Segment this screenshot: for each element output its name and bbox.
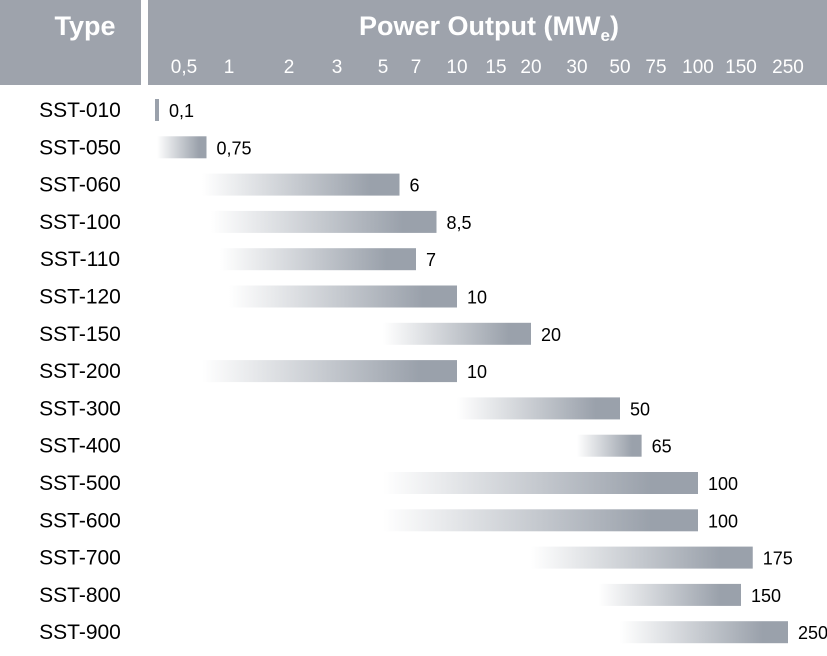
bar xyxy=(383,322,531,345)
type-label: SST-010 xyxy=(39,99,121,122)
x-axis-ticks: 0,5 1 2 3 5 7 10 15 20 30 50 75 100 150 250 xyxy=(171,57,804,78)
value-label: 0,75 xyxy=(217,138,252,158)
bar xyxy=(598,583,741,606)
bar xyxy=(155,99,159,121)
value-label: 7 xyxy=(426,250,436,270)
type-header: Type xyxy=(54,11,115,41)
value-label: 100 xyxy=(708,511,738,531)
value-label: 0,1 xyxy=(169,101,194,121)
value-label: 6 xyxy=(410,176,420,196)
value-label: 175 xyxy=(763,549,793,569)
type-label: SST-500 xyxy=(39,472,121,495)
value-label: 10 xyxy=(467,362,487,382)
x-tick-label: 50 xyxy=(609,57,630,78)
bar xyxy=(202,360,457,383)
bar xyxy=(211,210,437,233)
type-label: SST-110 xyxy=(40,248,120,271)
value-label: 100 xyxy=(708,474,738,494)
value-label: 50 xyxy=(630,399,650,419)
type-label: SST-800 xyxy=(39,584,121,607)
x-tick-label: 250 xyxy=(772,57,804,78)
type-label: SST-060 xyxy=(39,174,121,197)
power-header-bg xyxy=(148,0,827,85)
x-tick-label: 3 xyxy=(332,57,343,78)
value-label: 10 xyxy=(467,288,487,308)
x-tick-label: 75 xyxy=(645,57,666,78)
type-label: SST-400 xyxy=(39,435,121,458)
chart-title-main: Power Output (MW xyxy=(359,11,601,41)
type-label: SST-050 xyxy=(39,136,121,159)
bar xyxy=(229,285,457,308)
x-tick-label: 0,5 xyxy=(171,57,197,78)
x-tick-label: 30 xyxy=(566,57,587,78)
bar xyxy=(457,397,620,420)
type-label: SST-200 xyxy=(39,360,121,383)
type-header-bg xyxy=(0,0,141,85)
bar xyxy=(157,136,207,159)
type-label: SST-150 xyxy=(39,323,121,346)
value-label: 65 xyxy=(652,437,672,457)
chart-title-close: ) xyxy=(610,11,619,41)
x-tick-label: 10 xyxy=(446,57,467,78)
x-tick-label: 7 xyxy=(411,57,422,78)
chart-title: Power Output (MWe) xyxy=(359,11,619,45)
value-label: 8,5 xyxy=(447,213,472,233)
type-label: SST-700 xyxy=(39,547,121,570)
x-tick-label: 150 xyxy=(725,57,757,78)
bar xyxy=(577,434,642,457)
x-tick-label: 15 xyxy=(485,57,506,78)
value-label: 150 xyxy=(751,586,781,606)
x-tick-label: 100 xyxy=(682,57,714,78)
chart-title-subscript: e xyxy=(601,26,610,45)
bars xyxy=(155,99,788,644)
x-tick-label: 2 xyxy=(284,57,295,78)
x-tick-label: 20 xyxy=(520,57,541,78)
bar xyxy=(531,546,753,569)
type-labels: SST-010 SST-050 SST-060 SST-100 SST-110 SST-1… xyxy=(39,99,121,644)
bar xyxy=(220,248,416,271)
value-label: 250 xyxy=(798,623,827,643)
type-label: SST-900 xyxy=(39,621,121,644)
type-label: SST-100 xyxy=(39,211,121,234)
type-label: SST-120 xyxy=(39,286,121,309)
x-tick-label: 1 xyxy=(224,57,235,78)
bar xyxy=(383,472,698,494)
x-tick-label: 5 xyxy=(378,57,389,78)
type-label: SST-300 xyxy=(39,397,121,420)
bar xyxy=(620,621,788,644)
value-label: 20 xyxy=(541,325,561,345)
type-label: SST-600 xyxy=(39,509,121,532)
bar xyxy=(202,173,400,196)
bar xyxy=(383,509,698,532)
